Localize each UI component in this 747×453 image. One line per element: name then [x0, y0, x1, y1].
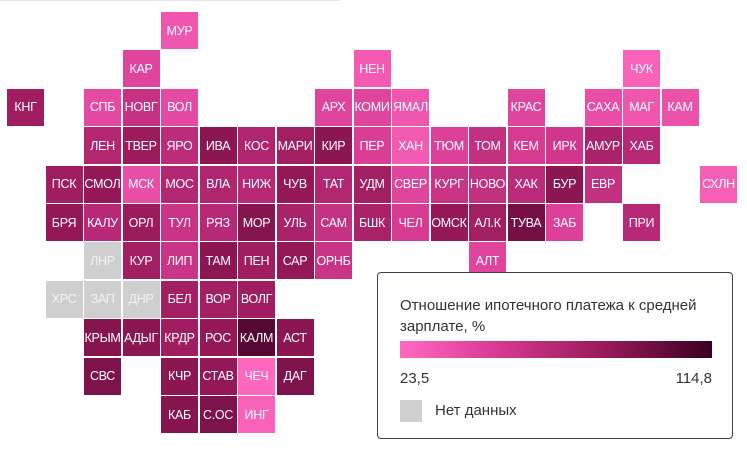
legend-min-label: 23,5 [400, 370, 430, 387]
region-tile[interactable]: КНГ [7, 88, 44, 126]
region-tile[interactable]: УДМ [353, 165, 391, 203]
region-tile[interactable]: МОС [161, 165, 198, 203]
region-tile[interactable]: ТВЕР [122, 127, 160, 165]
region-tile[interactable]: ПЕР [353, 127, 391, 165]
region-tile[interactable]: НОВГ [122, 88, 160, 126]
region-tile[interactable]: МСК [122, 165, 160, 203]
region-tile[interactable]: ХРС [45, 280, 83, 318]
region-tile[interactable]: КРЫМ [84, 319, 121, 357]
region-tile[interactable]: КУР [122, 242, 160, 280]
region-tile[interactable]: ЧЕЧ [238, 357, 275, 395]
region-tile[interactable]: ЛИП [161, 242, 198, 280]
region-tile[interactable]: ТАМ [199, 242, 237, 280]
region-tile[interactable]: ЗАБ [546, 204, 583, 241]
region-tile[interactable]: КОМИ [353, 88, 391, 126]
region-tile[interactable]: КАБ [161, 396, 198, 433]
region-tile[interactable]: ЯРО [161, 127, 198, 165]
region-tile[interactable]: КРДР [161, 319, 198, 357]
region-tile[interactable]: ДАГ [276, 357, 314, 395]
region-tile[interactable]: ОМСК [430, 204, 468, 241]
region-tile[interactable]: АЛ.К [469, 204, 506, 241]
region-tile[interactable]: ДНР [122, 280, 160, 318]
legend: Отношение ипотечного платежа к средней з… [377, 272, 733, 439]
region-tile[interactable]: СМОЛ [84, 165, 121, 203]
region-tile[interactable]: УЛЬ [276, 204, 314, 241]
region-tile[interactable]: КОС [238, 127, 275, 165]
region-tile[interactable]: ОРЛ [122, 204, 160, 241]
region-tile[interactable]: ХАБ [623, 127, 660, 165]
region-tile[interactable]: АДЫГ [122, 319, 160, 357]
region-tile[interactable]: С.ОС [199, 396, 237, 433]
region-tile[interactable]: ЕВР [584, 165, 622, 203]
region-tile[interactable]: САХА [584, 88, 622, 126]
no-data-swatch [400, 400, 422, 422]
region-tile[interactable]: СПБ [84, 88, 121, 126]
region-tile[interactable]: ЧУК [623, 50, 660, 88]
region-tile[interactable]: ПСК [45, 165, 83, 203]
region-tile[interactable]: ИВА [199, 127, 237, 165]
region-tile[interactable]: ХАН [392, 127, 429, 165]
region-tile[interactable]: ТАТ [315, 165, 352, 203]
region-tile[interactable]: КАЛМ [238, 319, 275, 357]
region-tile[interactable]: АРХ [315, 88, 352, 126]
region-tile[interactable]: ТУВА [507, 204, 545, 241]
region-tile[interactable]: КАР [122, 50, 160, 88]
region-tile[interactable]: СВС [84, 357, 121, 395]
region-tile[interactable]: КЕМ [507, 127, 545, 165]
legend-title: Отношение ипотечного платежа к средней з… [400, 297, 697, 335]
region-tile[interactable]: ЯМАЛ [392, 88, 429, 126]
region-tile[interactable]: ЧЕЛ [392, 204, 429, 241]
region-tile[interactable]: САР [276, 242, 314, 280]
region-tile[interactable]: КАМ [661, 88, 699, 126]
region-tile[interactable]: АМУР [584, 127, 622, 165]
region-tile[interactable]: МАГ [623, 88, 660, 126]
region-tile[interactable]: СТАВ [199, 357, 237, 395]
region-tile[interactable]: КАЛУ [84, 204, 121, 241]
region-tile[interactable]: ТЮМ [430, 127, 468, 165]
legend-gradient-bar [400, 341, 712, 358]
region-tile[interactable]: НИЖ [238, 165, 275, 203]
region-tile[interactable]: БУР [546, 165, 583, 203]
region-tile[interactable]: ОРНБ [315, 242, 352, 280]
region-tile[interactable]: ЛЕН [84, 127, 121, 165]
region-tile[interactable]: МАРИ [276, 127, 314, 165]
region-tile[interactable]: РЯЗ [199, 204, 237, 241]
region-tile[interactable]: НЕН [353, 50, 391, 88]
region-tile[interactable]: МУР [161, 12, 198, 49]
legend-max-label: 114,8 [675, 370, 712, 387]
region-tile[interactable]: КРАС [507, 88, 545, 126]
region-tile[interactable]: ВЛА [199, 165, 237, 203]
region-tile[interactable]: ТУЛ [161, 204, 198, 241]
region-tile[interactable]: ПРИ [623, 204, 660, 241]
region-tile[interactable]: ЧУВ [276, 165, 314, 203]
region-tile[interactable]: ЛНР [84, 242, 121, 280]
top-divider [0, 0, 340, 1]
region-tile[interactable]: КУРГ [430, 165, 468, 203]
region-tile[interactable]: АСТ [276, 319, 314, 357]
region-tile[interactable]: ВОЛГ [238, 280, 275, 318]
region-tile[interactable]: ПЕН [238, 242, 275, 280]
region-tile[interactable]: КЧР [161, 357, 198, 395]
region-tile[interactable]: НОВО [469, 165, 506, 203]
region-tile[interactable]: БРЯ [45, 204, 83, 241]
region-tile[interactable]: САМ [315, 204, 352, 241]
region-tile[interactable]: БШК [353, 204, 391, 241]
region-tile[interactable]: РОС [199, 319, 237, 357]
region-tile[interactable]: ВОЛ [161, 88, 198, 126]
region-tile[interactable]: БЕЛ [161, 280, 198, 318]
region-tile[interactable]: ХАК [507, 165, 545, 203]
no-data-label: Нет данных [435, 402, 517, 419]
region-tile[interactable]: МОР [238, 204, 275, 241]
region-tile[interactable]: ТОМ [469, 127, 506, 165]
region-tile[interactable]: КИР [315, 127, 352, 165]
region-tile[interactable]: СВЕР [392, 165, 429, 203]
region-tile[interactable]: ИНГ [238, 396, 275, 433]
region-tile[interactable]: ЗАП [84, 280, 121, 318]
region-tile[interactable]: ИРК [546, 127, 583, 165]
region-tile[interactable]: СХЛН [700, 165, 737, 203]
region-tile[interactable]: ВОР [199, 280, 237, 318]
